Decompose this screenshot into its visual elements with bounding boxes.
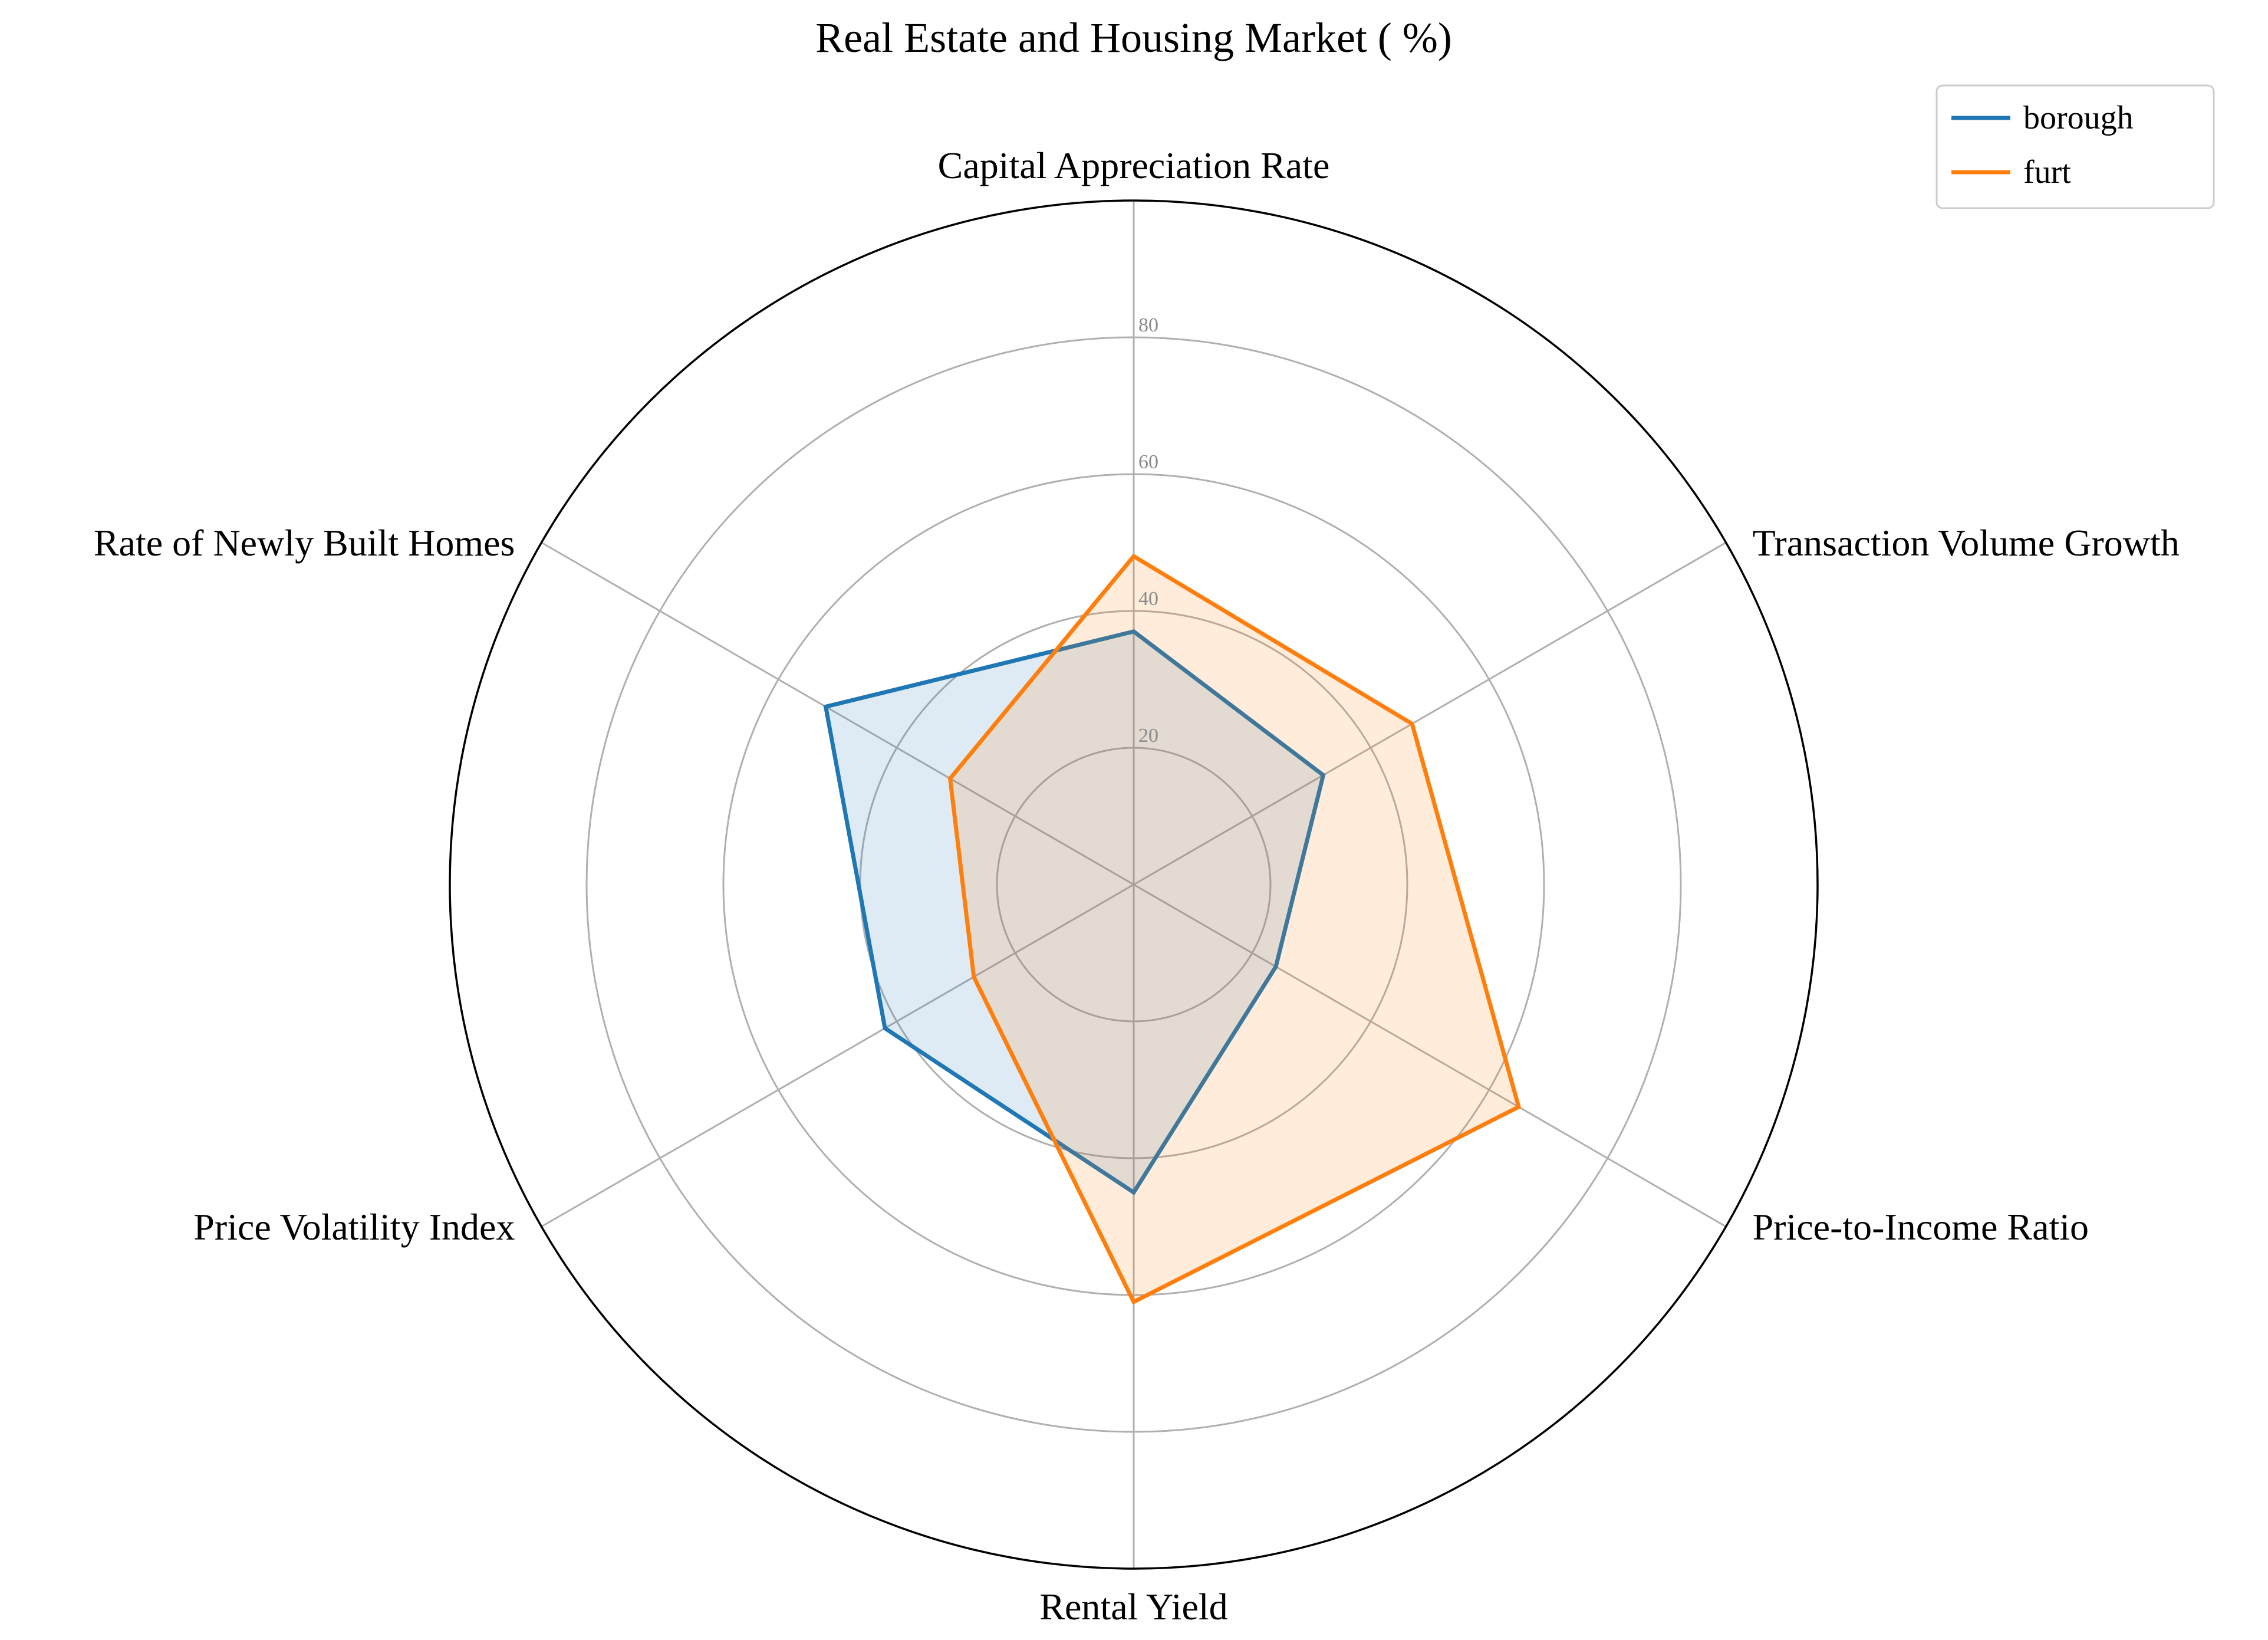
axis-label-rate-of-newly-built-homes: Rate of Newly Built Homes [94, 522, 515, 564]
tick-label-20: 20 [1138, 725, 1158, 747]
outer-frame [449, 199, 1819, 1570]
legend-label-furt: furt [2023, 154, 2071, 190]
axis-labels: Capital Appreciation Rate Transaction Vol… [94, 144, 2180, 1628]
spoke-1 [1133, 541, 1727, 886]
axis-label-transaction-volume-growth: Transaction Volume Growth [1753, 522, 2180, 564]
axis-label-rental-yield: Rental Yield [1039, 1586, 1227, 1628]
spoke-4 [541, 883, 1134, 1228]
series-layer [823, 553, 1522, 1305]
chart-title: Real Estate and Housing Market ( %) [815, 14, 1452, 61]
axis-label-price-to-income-ratio: Price-to-Income Ratio [1753, 1206, 2089, 1248]
grid-layer [449, 199, 1819, 1570]
series-line-borough [823, 629, 1326, 1195]
axis-label-price-volatility-index: Price Volatility Index [193, 1206, 515, 1248]
spoke-5 [541, 541, 1134, 886]
series-line-furt [947, 553, 1522, 1305]
series-fill-furt [950, 556, 1519, 1302]
spoke-2 [1133, 883, 1727, 1228]
tick-label-80: 80 [1138, 314, 1158, 336]
series-fill-borough [825, 631, 1324, 1192]
tick-label-60: 60 [1138, 451, 1158, 473]
axis-label-capital-appreciation-rate: Capital Appreciation Rate [938, 144, 1330, 186]
tick-label-40: 40 [1138, 588, 1158, 610]
legend-label-borough: borough [2023, 100, 2134, 136]
tick-labels: 20 40 60 80 [1138, 314, 1158, 747]
legend: borough furt [1935, 84, 2215, 209]
